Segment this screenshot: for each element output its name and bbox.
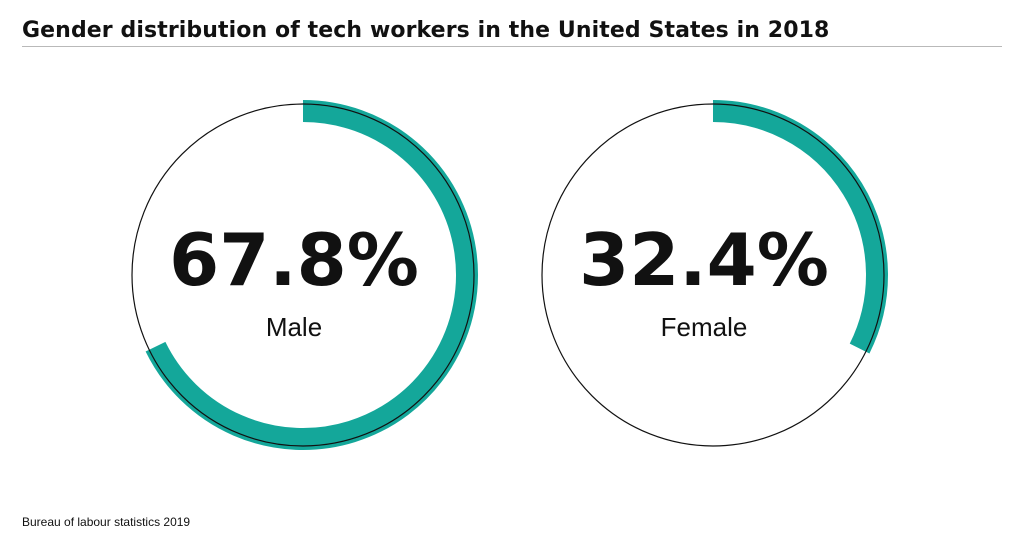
title-divider	[22, 46, 1002, 47]
female-outline-circle	[541, 103, 885, 447]
male-category-label: Male	[266, 312, 322, 342]
chart-title: Gender distribution of tech workers in t…	[22, 18, 830, 43]
female-category-label: Female	[661, 312, 748, 342]
male-percentage-arc	[145, 100, 478, 450]
male-outline-circle	[131, 103, 475, 447]
male-value-label: 67.8%	[169, 218, 419, 302]
source-note: Bureau of labour statistics 2019	[22, 515, 191, 529]
female-percentage-arc	[712, 100, 888, 354]
female-value-label: 32.4%	[579, 218, 829, 302]
